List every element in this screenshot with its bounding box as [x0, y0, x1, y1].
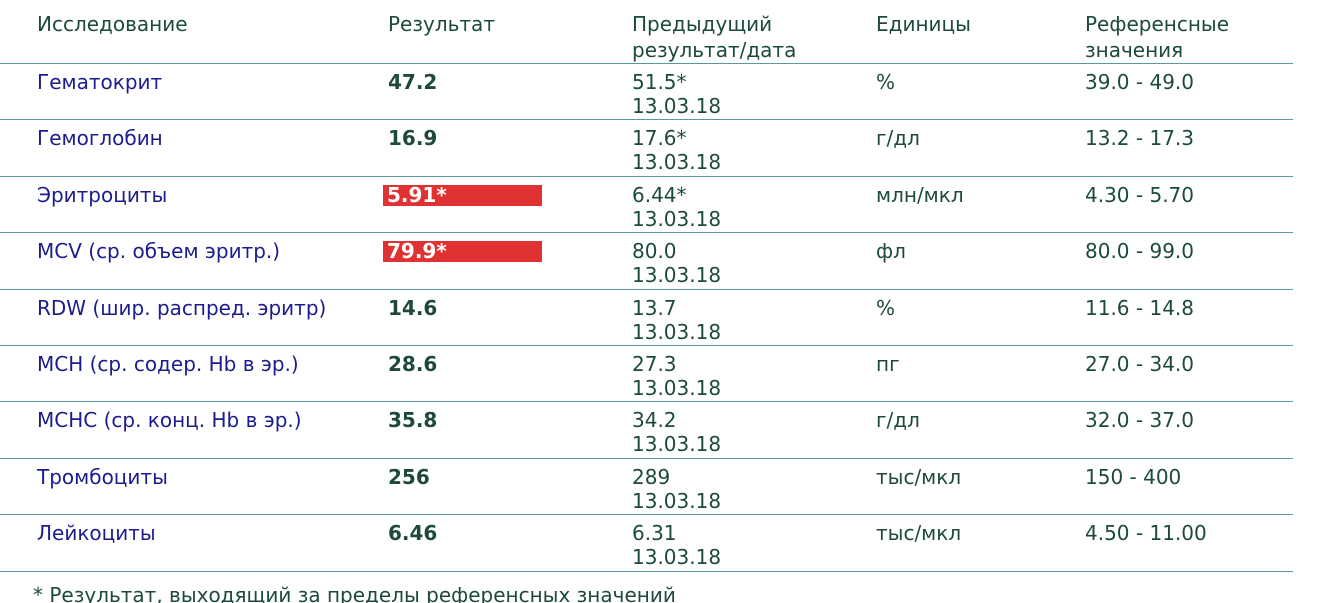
previous-result: 13.7 [632, 295, 677, 320]
reference-range: 4.30 - 5.70 [1085, 182, 1194, 207]
header-cell: Единицы [876, 12, 971, 36]
result: 14.6 [388, 295, 438, 320]
previous-result: 27.3 [632, 352, 677, 376]
row-divider [0, 345, 1293, 346]
test-name: MCV (ср. объем эритр.) [37, 239, 281, 264]
test-name: RDW (шир. распред. эритр) [37, 295, 327, 320]
previous-date: 13.03.18 [632, 150, 722, 175]
reference-range: 39.0 - 49.0 [1085, 70, 1194, 94]
header-cell: Результат [388, 12, 495, 36]
result: 16.9 [388, 126, 438, 151]
row-divider [0, 457, 1293, 459]
footnote: * Результат, выходящий за пределы рефере… [33, 583, 676, 603]
row-divider [0, 175, 1293, 177]
previous-result: 51.5* [632, 70, 687, 94]
units: тыс/мкл [876, 521, 962, 546]
previous-result: 6.44* [632, 182, 687, 207]
result: 28.6 [388, 352, 438, 376]
test-name: MCH (ср. содер. Hb в эр.) [37, 352, 299, 376]
test-name: Эритроциты [37, 182, 168, 207]
previous-date: 13.03.18 [632, 545, 722, 570]
header-cell: Предыдущий [632, 12, 773, 36]
result-flagged: 5.91* [383, 184, 542, 206]
test-name: Тромбоциты [37, 464, 168, 489]
header-cell: результат/дата [632, 38, 797, 62]
header-cell: значения [1085, 38, 1184, 62]
reference-range: 32.0 - 37.0 [1085, 408, 1194, 433]
row-divider [0, 63, 1293, 64]
previous-result: 289 [632, 464, 671, 489]
result: 6.46 [388, 521, 438, 546]
previous-result: 6.31 [632, 521, 677, 546]
test-name: Гемоглобин [37, 126, 163, 151]
previous-result: 17.6* [632, 126, 687, 151]
previous-date: 13.03.18 [632, 376, 722, 400]
test-name: MCHC (ср. конц. Hb в эр.) [37, 408, 302, 433]
units: тыс/мкл [876, 464, 962, 489]
result: 47.2 [388, 70, 438, 94]
units: % [876, 70, 896, 94]
row-divider [0, 232, 1293, 234]
previous-date: 13.03.18 [632, 432, 722, 457]
reference-range: 11.6 - 14.8 [1085, 295, 1194, 320]
units: млн/мкл [876, 182, 964, 207]
units: пг [876, 352, 900, 376]
row-divider [0, 119, 1293, 121]
reference-range: 4.50 - 11.00 [1085, 521, 1207, 546]
reference-range: 80.0 - 99.0 [1085, 239, 1194, 264]
header-cell: Исследование [37, 12, 188, 36]
test-name: Лейкоциты [37, 521, 156, 546]
units: % [876, 295, 896, 320]
result: 256 [388, 464, 430, 489]
previous-result: 34.2 [632, 408, 677, 433]
header-cell: Референсные [1085, 12, 1230, 36]
units: г/дл [876, 126, 920, 151]
result-flagged: 79.9* [383, 241, 542, 263]
previous-date: 13.03.18 [632, 488, 722, 513]
previous-result: 80.0 [632, 239, 677, 264]
row-divider [0, 570, 1293, 572]
row-divider [0, 288, 1293, 290]
row-divider [0, 514, 1293, 516]
row-divider [0, 401, 1293, 403]
units: г/дл [876, 408, 920, 433]
test-name: Гематокрит [37, 70, 163, 94]
previous-date: 13.03.18 [632, 94, 722, 118]
reference-range: 27.0 - 34.0 [1085, 352, 1194, 376]
previous-date: 13.03.18 [632, 263, 722, 288]
previous-date: 13.03.18 [632, 319, 722, 344]
reference-range: 150 - 400 [1085, 464, 1182, 489]
reference-range: 13.2 - 17.3 [1085, 126, 1194, 151]
units: фл [876, 239, 906, 264]
previous-date: 13.03.18 [632, 206, 722, 231]
result: 35.8 [388, 408, 438, 433]
